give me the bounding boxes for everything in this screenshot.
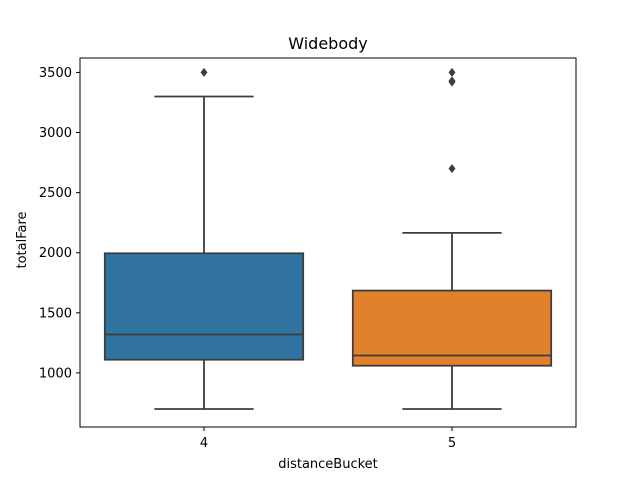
x-tick-label: 5: [448, 436, 456, 451]
y-tick-label: 2500: [39, 186, 72, 201]
y-tick-label: 1000: [39, 366, 72, 381]
outlier-point: [448, 163, 456, 174]
box-iqr: [351, 289, 553, 367]
y-tick-label: 2000: [39, 246, 72, 261]
plot-area: 1000 1500 2000 2500 3000 3500 4 5: [39, 66, 553, 451]
y-tick-label: 3000: [39, 126, 72, 141]
y-tick-label: 3500: [39, 66, 72, 81]
y-tick-label: 1500: [39, 306, 72, 321]
x-axis-title: distanceBucket: [278, 457, 378, 472]
chart-title: Widebody: [288, 34, 367, 53]
x-tick-label: 4: [200, 436, 208, 451]
box-iqr: [103, 252, 305, 361]
outlier-point: [448, 76, 456, 86]
outlier-point: [200, 67, 208, 78]
outlier-point: [448, 67, 456, 78]
plot-frame: [79, 57, 577, 428]
y-axis-title: totalFare: [15, 211, 30, 268]
